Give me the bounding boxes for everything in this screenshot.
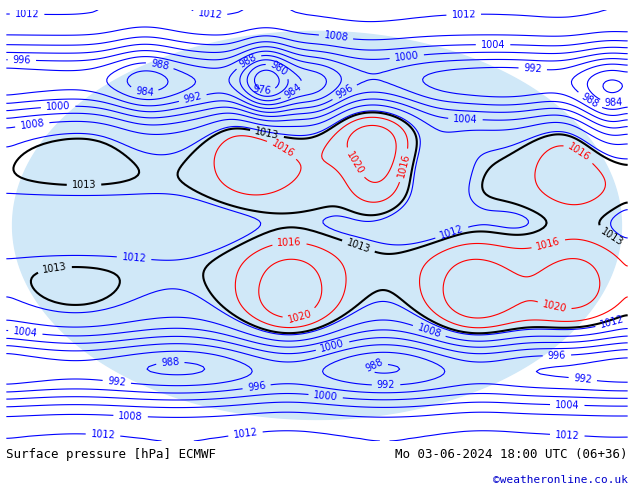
- Text: 988: 988: [238, 52, 259, 70]
- Text: 984: 984: [604, 97, 623, 108]
- Text: 976: 976: [252, 84, 271, 96]
- Text: 1013: 1013: [599, 226, 625, 247]
- Text: 1016: 1016: [396, 152, 412, 178]
- Text: 1013: 1013: [72, 180, 96, 190]
- Text: 996: 996: [548, 350, 566, 361]
- Text: 1020: 1020: [287, 308, 313, 324]
- Text: 988: 988: [579, 92, 600, 110]
- Text: 988: 988: [150, 58, 170, 72]
- Text: 992: 992: [183, 91, 203, 105]
- Text: 1008: 1008: [118, 411, 143, 422]
- Text: 1000: 1000: [46, 101, 70, 112]
- Text: 996: 996: [247, 381, 266, 393]
- Text: 1012: 1012: [555, 430, 580, 441]
- Text: 1012: 1012: [451, 9, 476, 20]
- Text: 1013: 1013: [254, 126, 280, 141]
- Text: 1004: 1004: [13, 326, 38, 339]
- Text: 992: 992: [107, 376, 127, 388]
- Text: 1012: 1012: [197, 8, 223, 21]
- Text: 1016: 1016: [535, 236, 561, 252]
- Text: 996: 996: [334, 83, 355, 101]
- Text: 1013: 1013: [42, 262, 68, 275]
- Text: 1012: 1012: [439, 224, 465, 241]
- Text: 1012: 1012: [121, 252, 146, 264]
- Text: 984: 984: [135, 86, 154, 98]
- Text: 996: 996: [13, 55, 31, 65]
- Text: 1016: 1016: [566, 142, 592, 163]
- Text: 1020: 1020: [541, 299, 567, 315]
- Text: 992: 992: [573, 373, 593, 385]
- Text: 1012: 1012: [91, 429, 115, 441]
- Text: 1016: 1016: [277, 237, 302, 248]
- Text: 1008: 1008: [323, 30, 349, 44]
- Polygon shape: [13, 31, 621, 419]
- Text: 1000: 1000: [394, 50, 420, 63]
- Text: 992: 992: [523, 63, 542, 74]
- Text: 980: 980: [269, 59, 290, 78]
- Text: 992: 992: [377, 380, 396, 391]
- Text: 1020: 1020: [344, 150, 365, 176]
- Text: 1004: 1004: [453, 114, 478, 124]
- Text: 1012: 1012: [599, 314, 625, 330]
- Text: 1012: 1012: [233, 427, 258, 441]
- Text: 1000: 1000: [320, 338, 346, 354]
- Text: 1016: 1016: [269, 138, 295, 159]
- Text: 1008: 1008: [416, 322, 443, 340]
- Text: 984: 984: [283, 82, 304, 100]
- Text: 1004: 1004: [481, 40, 505, 49]
- Text: 988: 988: [161, 357, 180, 368]
- Text: Surface pressure [hPa] ECMWF: Surface pressure [hPa] ECMWF: [6, 447, 216, 461]
- Text: 1008: 1008: [20, 118, 45, 131]
- Text: 1000: 1000: [313, 390, 339, 402]
- Text: 1012: 1012: [15, 9, 39, 20]
- Text: 1004: 1004: [555, 400, 579, 410]
- Text: 1013: 1013: [345, 237, 372, 255]
- Text: 988: 988: [363, 357, 384, 374]
- Text: Mo 03-06-2024 18:00 UTC (06+36): Mo 03-06-2024 18:00 UTC (06+36): [395, 447, 628, 461]
- Text: ©weatheronline.co.uk: ©weatheronline.co.uk: [493, 475, 628, 485]
